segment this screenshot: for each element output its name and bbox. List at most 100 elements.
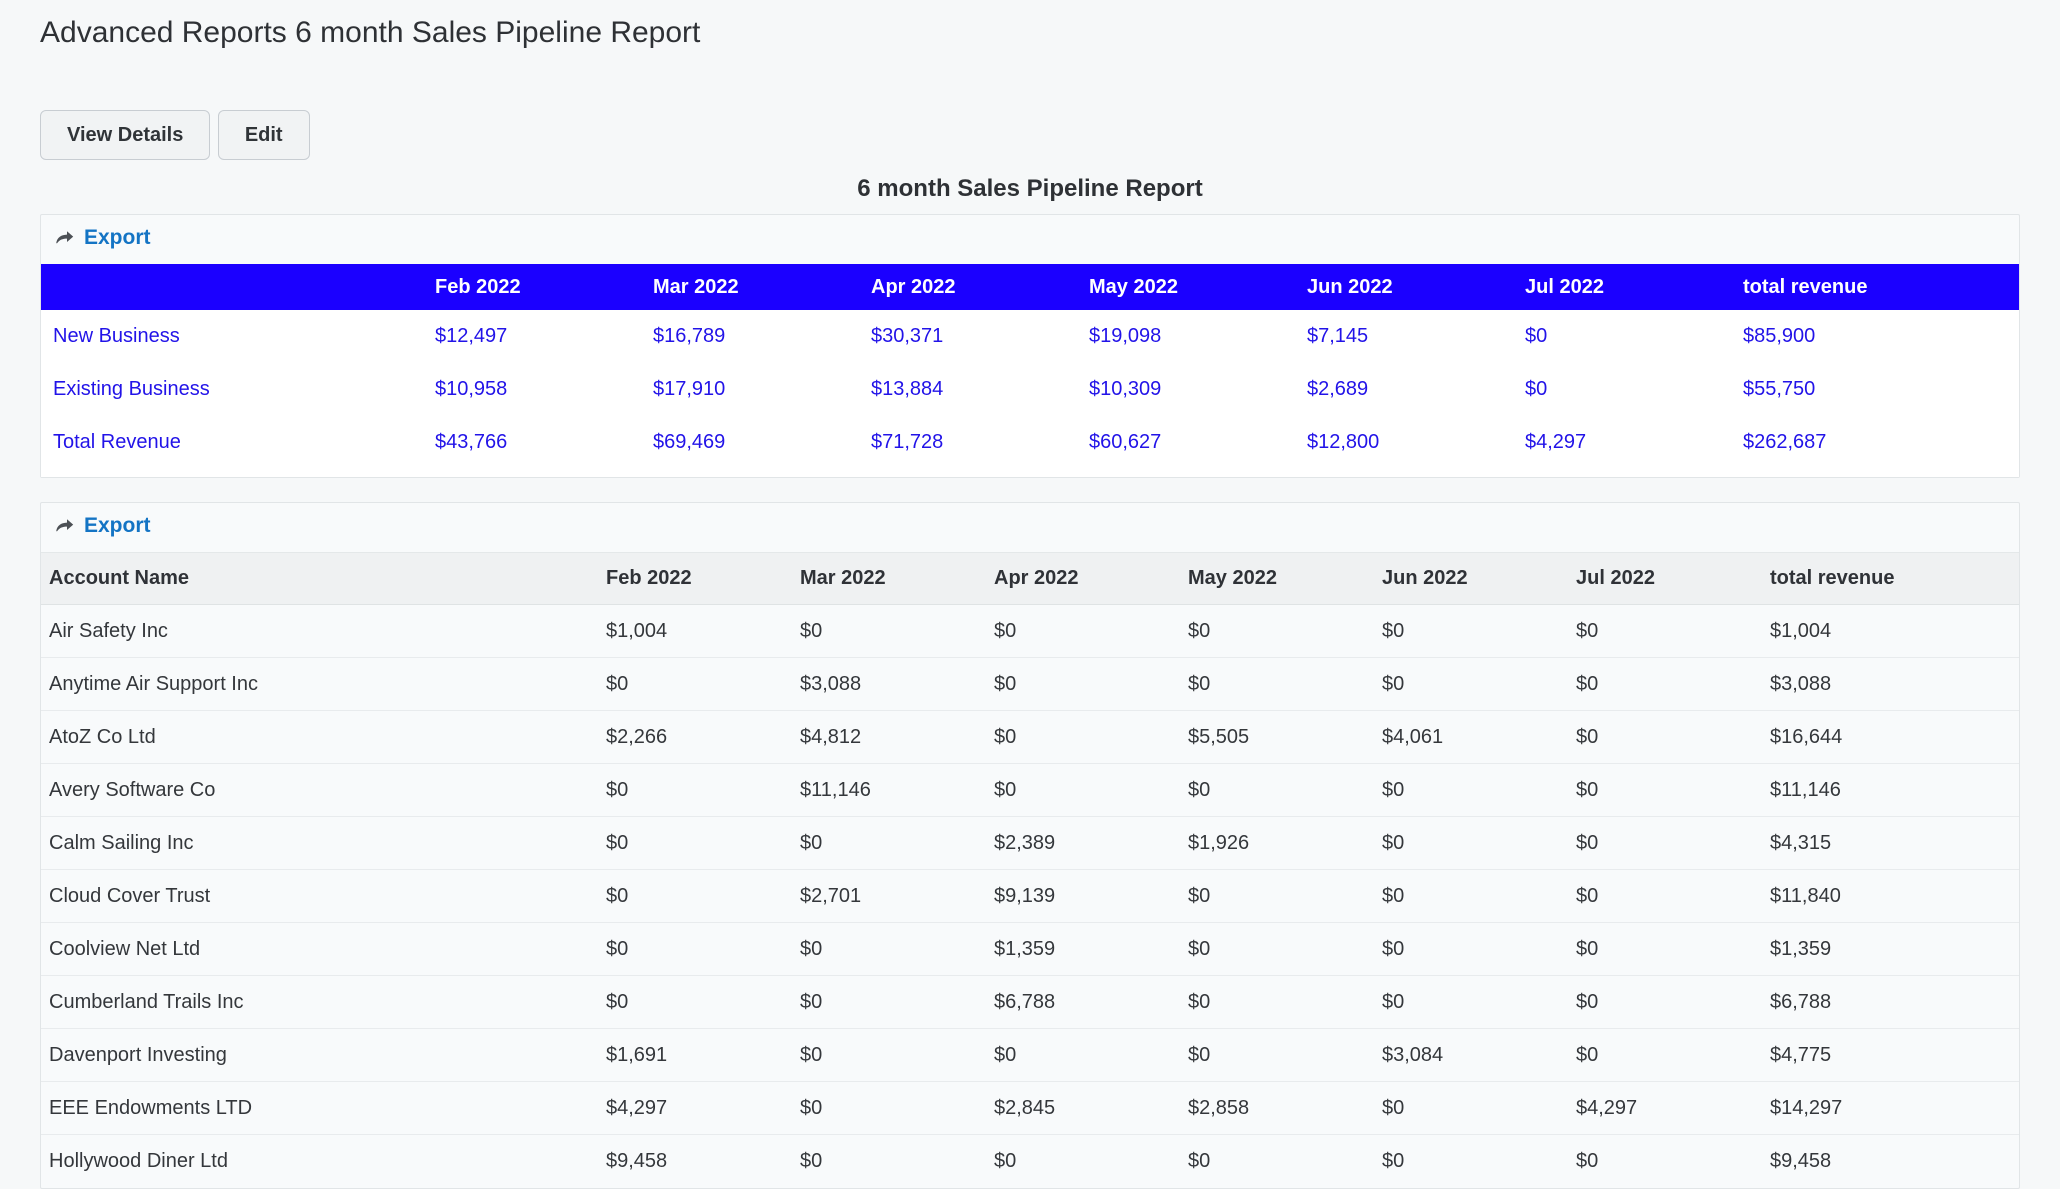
value-cell[interactable]: $60,627 [1089,431,1162,453]
value-cell[interactable]: $19,098 [1089,325,1162,347]
value-cell[interactable]: $262,687 [1743,431,1827,453]
table-row: Anytime Air Support Inc $0 $3,088 $0 $0 $0 $0 $… [41,657,2019,711]
value-cell: $0 [986,1028,1180,1082]
value-cell[interactable]: $2,689 [1307,378,1369,400]
value-cell: $4,812 [792,710,986,764]
value-cell: $1,004 [1770,619,1832,642]
value-cell[interactable]: $55,750 [1743,378,1816,400]
table-row: Calm Sailing Inc $0 $0 $2,389 $1,926 $0 $0 $4,3… [41,816,2019,870]
value-cell: $0 [1568,922,1762,976]
value-cell: $0 [986,710,1180,764]
value-cell: $0 [598,975,792,1029]
value-cell: $9,139 [986,869,1180,923]
value-cell: $3,088 [1762,657,2019,711]
value-cell[interactable]: $7,145 [1307,325,1369,347]
value-cell: $0 [1568,763,1762,817]
accounts-export-label: Export [84,514,151,537]
value-cell: $0 [986,1134,1180,1188]
row-label: Avery Software Co [41,763,598,817]
value-cell: $1,359 [1762,922,2019,976]
value-cell: $0 [1568,1028,1762,1082]
edit-button[interactable]: Edit [217,110,310,160]
column-header: Jun 2022 [1374,552,1568,605]
value-cell: $0 [792,816,986,870]
summary-export-link[interactable]: Export [55,226,151,250]
row-label[interactable]: New Business [53,325,180,347]
value-cell[interactable]: $0 [1525,325,1548,347]
value-cell[interactable]: $10,309 [1089,378,1162,400]
row-label: Air Safety Inc [49,619,168,642]
value-cell: $2,389 [986,816,1180,870]
row-label[interactable]: Total Revenue [53,431,181,453]
column-header: Mar 2022 [641,264,859,310]
value-cell[interactable]: $71,728 [871,431,944,453]
accounts-export-link[interactable]: Export [55,514,151,538]
column-header: Feb 2022 [598,552,792,605]
value-cell: $0 [1374,657,1568,711]
report-heading: 6 month Sales Pipeline Report [857,175,1203,202]
value-cell: $9,458 [598,1134,792,1188]
table-row: AtoZ Co Ltd $2,266 $4,812 $0 $5,505 $4,061 $0 $… [41,710,2019,764]
value-cell[interactable]: $10,958 [435,378,508,400]
value-cell: $0 [1374,922,1568,976]
value-cell[interactable]: $12,800 [1307,431,1380,453]
value-cell: $0 [800,619,823,642]
value-cell[interactable]: $0 [1525,378,1548,400]
value-cell: $2,858 [1180,1081,1374,1135]
value-cell: $0 [1568,657,1762,711]
value-cell: $0 [986,657,1180,711]
value-cell[interactable]: $13,884 [871,378,944,400]
table-row: Cloud Cover Trust $0 $2,701 $9,139 $0 $0 $0 $11… [41,869,2019,923]
value-cell: $0 [1180,975,1374,1029]
row-label: EEE Endowments LTD [41,1081,598,1135]
value-cell: $11,146 [1762,763,2019,817]
column-header: Account Name [41,552,598,605]
value-cell: $2,701 [792,869,986,923]
value-cell[interactable]: $12,497 [435,325,508,347]
value-cell: $0 [1568,710,1762,764]
table-row: New Business $12,497 $16,789 $30,371 $19,098… [41,310,2019,363]
summary-export-label: Export [84,226,151,249]
value-cell[interactable]: $69,469 [653,431,726,453]
report-page: Advanced Reports 6 month Sales Pipeline … [0,14,2060,1189]
value-cell: $6,788 [986,975,1180,1029]
column-header: Feb 2022 [423,264,641,310]
value-cell[interactable]: $17,910 [653,378,726,400]
value-cell: $6,788 [1762,975,2019,1029]
value-cell: $0 [1374,763,1568,817]
view-details-button[interactable]: View Details [40,110,211,160]
value-cell[interactable]: $30,371 [871,325,944,347]
summary-table: Feb 2022 Mar 2022 Apr 2022 May 2022 Jun 2022… [41,264,2019,469]
value-cell[interactable]: $43,766 [435,431,508,453]
value-cell[interactable]: $4,297 [1525,431,1587,453]
row-label: Anytime Air Support Inc [41,657,598,711]
value-cell: $0 [1180,763,1374,817]
value-cell: $4,061 [1374,710,1568,764]
value-cell: $4,315 [1762,816,2019,870]
summary-header-row: Feb 2022 Mar 2022 Apr 2022 May 2022 Jun 2022… [41,264,2019,310]
value-cell: $14,297 [1762,1081,2019,1135]
value-cell: $0 [1374,816,1568,870]
value-cell[interactable]: $85,900 [1743,325,1816,347]
row-label[interactable]: Existing Business [53,378,210,400]
value-cell: $16,644 [1762,710,2019,764]
value-cell: $0 [1180,1134,1374,1188]
share-arrow-icon [55,516,75,536]
accounts-table: Account Name Feb 2022 Mar 2022 Apr 2022 May … [41,552,2019,1188]
table-row: Air Safety Inc $1,004 $0 $0 $0 $0 $0 $1,004 [41,605,2019,658]
value-cell: $1,691 [598,1028,792,1082]
value-cell: $0 [1180,657,1374,711]
column-header: Jul 2022 [1513,264,1731,310]
value-cell: $0 [1568,975,1762,1029]
value-cell: $0 [792,922,986,976]
summary-export-bar: Export [41,215,2019,264]
share-arrow-icon [55,228,75,248]
value-cell: $4,297 [1568,1081,1762,1135]
value-cell[interactable]: $16,789 [653,325,726,347]
value-cell: $0 [1568,869,1762,923]
accounts-header-row: Account Name Feb 2022 Mar 2022 Apr 2022 May … [41,552,2019,605]
table-row: EEE Endowments LTD $4,297 $0 $2,845 $2,858 $0… [41,1081,2019,1135]
table-row: Avery Software Co $0 $11,146 $0 $0 $0 $0 $11,14… [41,763,2019,817]
column-header: Apr 2022 [986,552,1180,605]
value-cell: $2,266 [598,710,792,764]
